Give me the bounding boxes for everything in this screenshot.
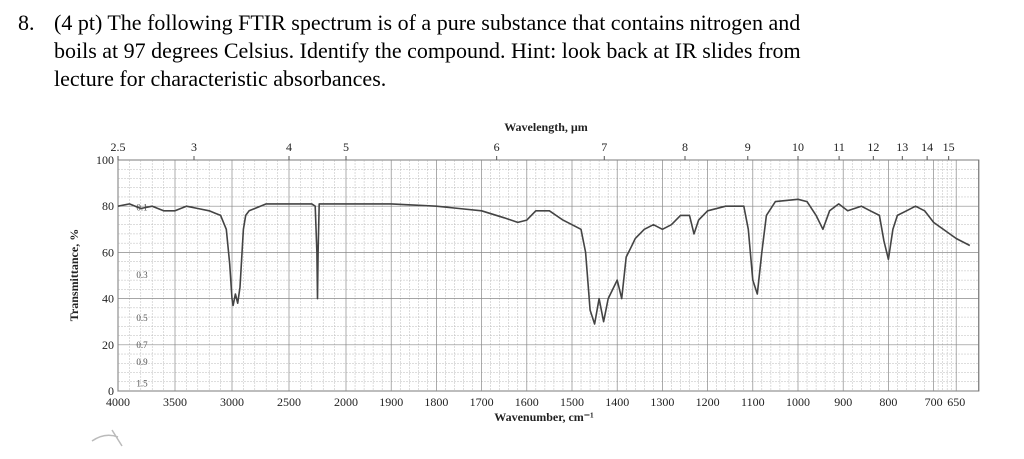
absorbance-label: 0.9 — [136, 357, 148, 367]
pencil-mark — [91, 429, 123, 447]
question-line: (4 pt) The following FTIR spectrum is of… — [54, 10, 800, 35]
x-tick-label: 3000 — [220, 395, 244, 409]
x-tick-label: 650 — [947, 395, 965, 409]
spectrum-line — [117, 198, 971, 325]
x-tick-label: 1200 — [696, 395, 720, 409]
x-tick-label: 2500 — [277, 395, 301, 409]
y-axis-title: Transmittance, % — [67, 229, 81, 321]
top-tick-label: 11 — [833, 140, 845, 154]
x-tick-label: 1800 — [424, 395, 448, 409]
x-tick-label: 2000 — [334, 395, 358, 409]
x-tick-label: 1500 — [560, 395, 584, 409]
top-tick-label: 7 — [601, 140, 607, 154]
y-tick-label: 0 — [108, 384, 114, 398]
x-tick-label: 1000 — [786, 395, 810, 409]
x-tick-label: 4000 — [106, 395, 130, 409]
x-tick-label: 1900 — [379, 395, 403, 409]
x-tick-label: 1600 — [515, 395, 539, 409]
question-line: boils at 97 degrees Celsius. Identify th… — [54, 38, 801, 63]
x-axis-title: Wavenumber, cm⁻¹ — [494, 410, 594, 424]
top-tick-label: 15 — [943, 140, 955, 154]
top-tick-label: 5 — [343, 140, 349, 154]
x-tick-label: 1100 — [741, 395, 765, 409]
y-tick-label: 80 — [102, 199, 114, 213]
top-axis-title: Wavelength, µm — [504, 120, 588, 134]
y-tick-label: 40 — [102, 292, 114, 306]
top-tick-label: 8 — [682, 140, 688, 154]
top-tick-label: 9 — [745, 140, 751, 154]
x-tick-label: 1300 — [650, 395, 674, 409]
absorbance-label: 0.3 — [136, 270, 148, 280]
top-tick-label: 3 — [191, 140, 197, 154]
absorbance-label: 0.5 — [136, 313, 148, 323]
top-tick-label: 13 — [896, 140, 908, 154]
plot-frame — [117, 159, 980, 392]
top-tick-label: 4 — [286, 140, 292, 154]
question-line: lecture for characteristic absorbances. — [54, 66, 386, 91]
top-tick-label: 10 — [792, 140, 804, 154]
y-tick-label: 60 — [102, 245, 114, 259]
top-tick-label: 2.5 — [111, 140, 126, 154]
top-tick-label: 6 — [494, 140, 500, 154]
x-tick-label: 700 — [925, 395, 943, 409]
absorbance-label: 1.5 — [136, 379, 148, 389]
y-tick-label: 100 — [96, 153, 114, 167]
x-tick-label: 1400 — [605, 395, 629, 409]
x-tick-label: 800 — [879, 395, 897, 409]
x-tick-label: 1700 — [470, 395, 494, 409]
top-tick-label: 12 — [867, 140, 879, 154]
top-tick-label: 14 — [921, 140, 933, 154]
plot: 4000 3500 3000 2500 2000 1900 1800 1700 1600 1500… — [96, 140, 980, 409]
y-tick-label: 20 — [102, 338, 114, 352]
x-tick-label: 3500 — [163, 395, 187, 409]
x-tick-label: 900 — [834, 395, 852, 409]
question-number: 8. — [18, 10, 35, 35]
absorbance-label: 0.7 — [136, 340, 148, 350]
